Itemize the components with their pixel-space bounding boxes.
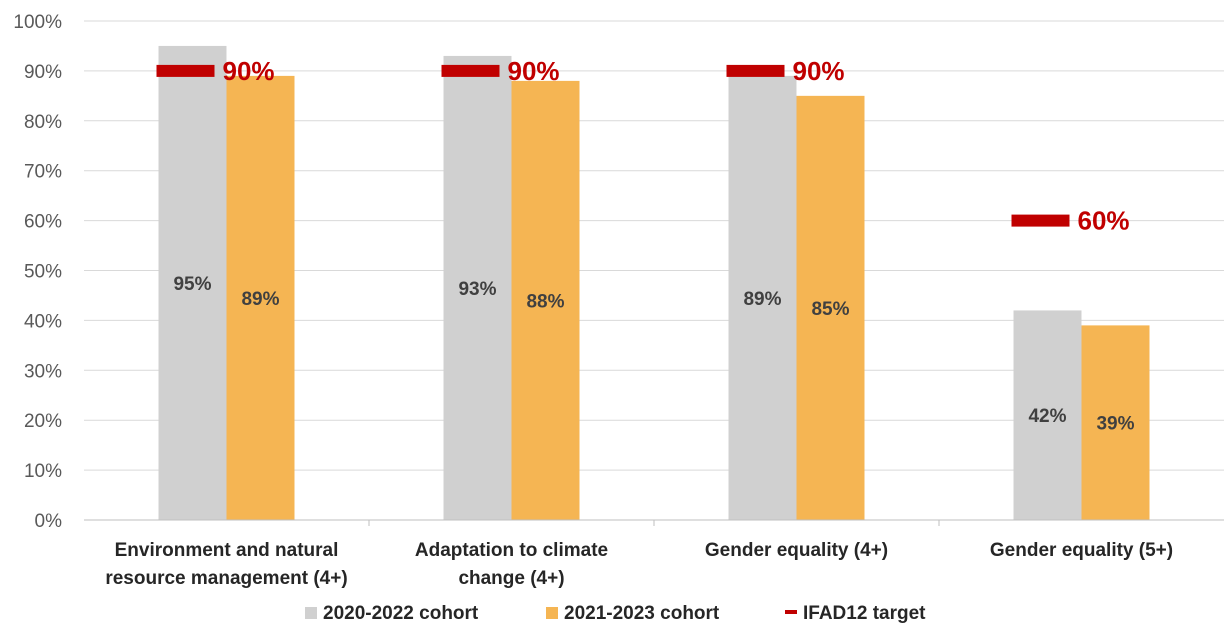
bar-1-2 [443,55,512,521]
target-marker [156,64,215,77]
legend-swatch [546,607,558,619]
category-labels: Environment and natural resource manageme… [105,540,1173,589]
target-label: 60% [1078,206,1130,236]
bar-1-4 [1013,310,1082,520]
bar-2-4 [1081,325,1150,520]
y-tick-label: 10% [24,461,62,482]
category-label: Adaptation to climate [415,540,608,561]
target-label: 90% [508,56,560,86]
y-tick-label: 0% [35,511,63,532]
category-label: change (4+) [458,568,564,589]
data-label: 89% [241,289,279,310]
category-label: resource management (4+) [105,568,347,589]
y-axis-ticks: 0% 10% 20% 30% 40% 50% 60% 70% 80% 90% 100% [13,12,62,532]
data-label: 39% [1096,414,1134,435]
legend: 2020-2022 cohort 2021-2023 cohort IFAD12 t… [305,603,926,624]
bar-2-1 [226,75,295,520]
data-label: 85% [811,299,849,320]
data-label: 42% [1028,406,1066,427]
category-label: Gender equality (4+) [705,540,888,561]
data-label: 93% [458,279,496,300]
y-tick-label: 50% [24,262,62,283]
legend-label: IFAD12 target [803,603,926,624]
data-label: 88% [526,291,564,312]
target-markers: 90% 90% 90% 60% [156,56,1130,236]
target-marker [1011,214,1070,227]
bar-1-3 [728,75,797,520]
data-label: 89% [743,289,781,310]
category-label: Environment and natural [115,540,339,561]
category-label: Gender equality (5+) [990,540,1173,561]
legend-label: 2020-2022 cohort [323,603,479,624]
y-tick-label: 90% [24,62,62,83]
target-marker [441,64,500,77]
target-label: 90% [793,56,845,86]
y-tick-label: 70% [24,162,62,183]
bar-2-2 [511,80,580,520]
bars: 95% 89% 93% 88% 89% 85% 42% 39% [158,45,1150,521]
y-tick-label: 40% [24,311,62,332]
y-tick-label: 20% [24,411,62,432]
data-label: 95% [173,274,211,295]
bar-1-1 [158,45,227,520]
x-axis [84,519,1224,526]
legend-swatch [305,607,317,619]
legend-label: 2021-2023 cohort [564,603,720,624]
bar-2-3 [796,95,865,520]
target-label: 90% [223,56,275,86]
y-tick-label: 60% [24,212,62,233]
y-tick-label: 30% [24,361,62,382]
y-tick-label: 80% [24,112,62,133]
target-marker [726,64,785,77]
legend-swatch [785,610,797,614]
y-tick-label: 100% [13,12,62,33]
